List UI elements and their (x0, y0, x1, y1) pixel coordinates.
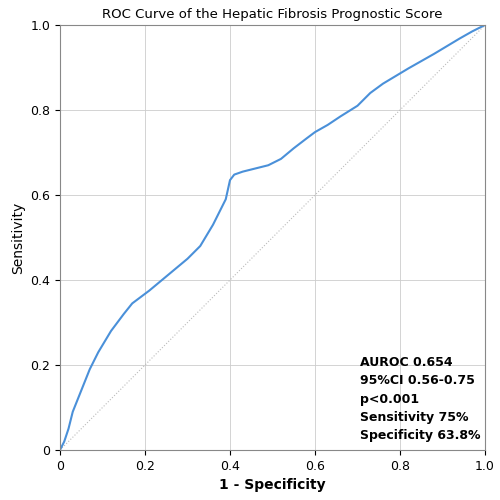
Y-axis label: Sensitivity: Sensitivity (10, 202, 24, 274)
Title: ROC Curve of the Hepatic Fibrosis Prognostic Score: ROC Curve of the Hepatic Fibrosis Progno… (102, 8, 443, 21)
X-axis label: 1 - Specificity: 1 - Specificity (219, 478, 326, 492)
Text: AUROC 0.654
95%CI 0.56-0.75
p<0.001
Sensitivity 75%
Specificity 63.8%: AUROC 0.654 95%CI 0.56-0.75 p<0.001 Sens… (360, 356, 481, 442)
